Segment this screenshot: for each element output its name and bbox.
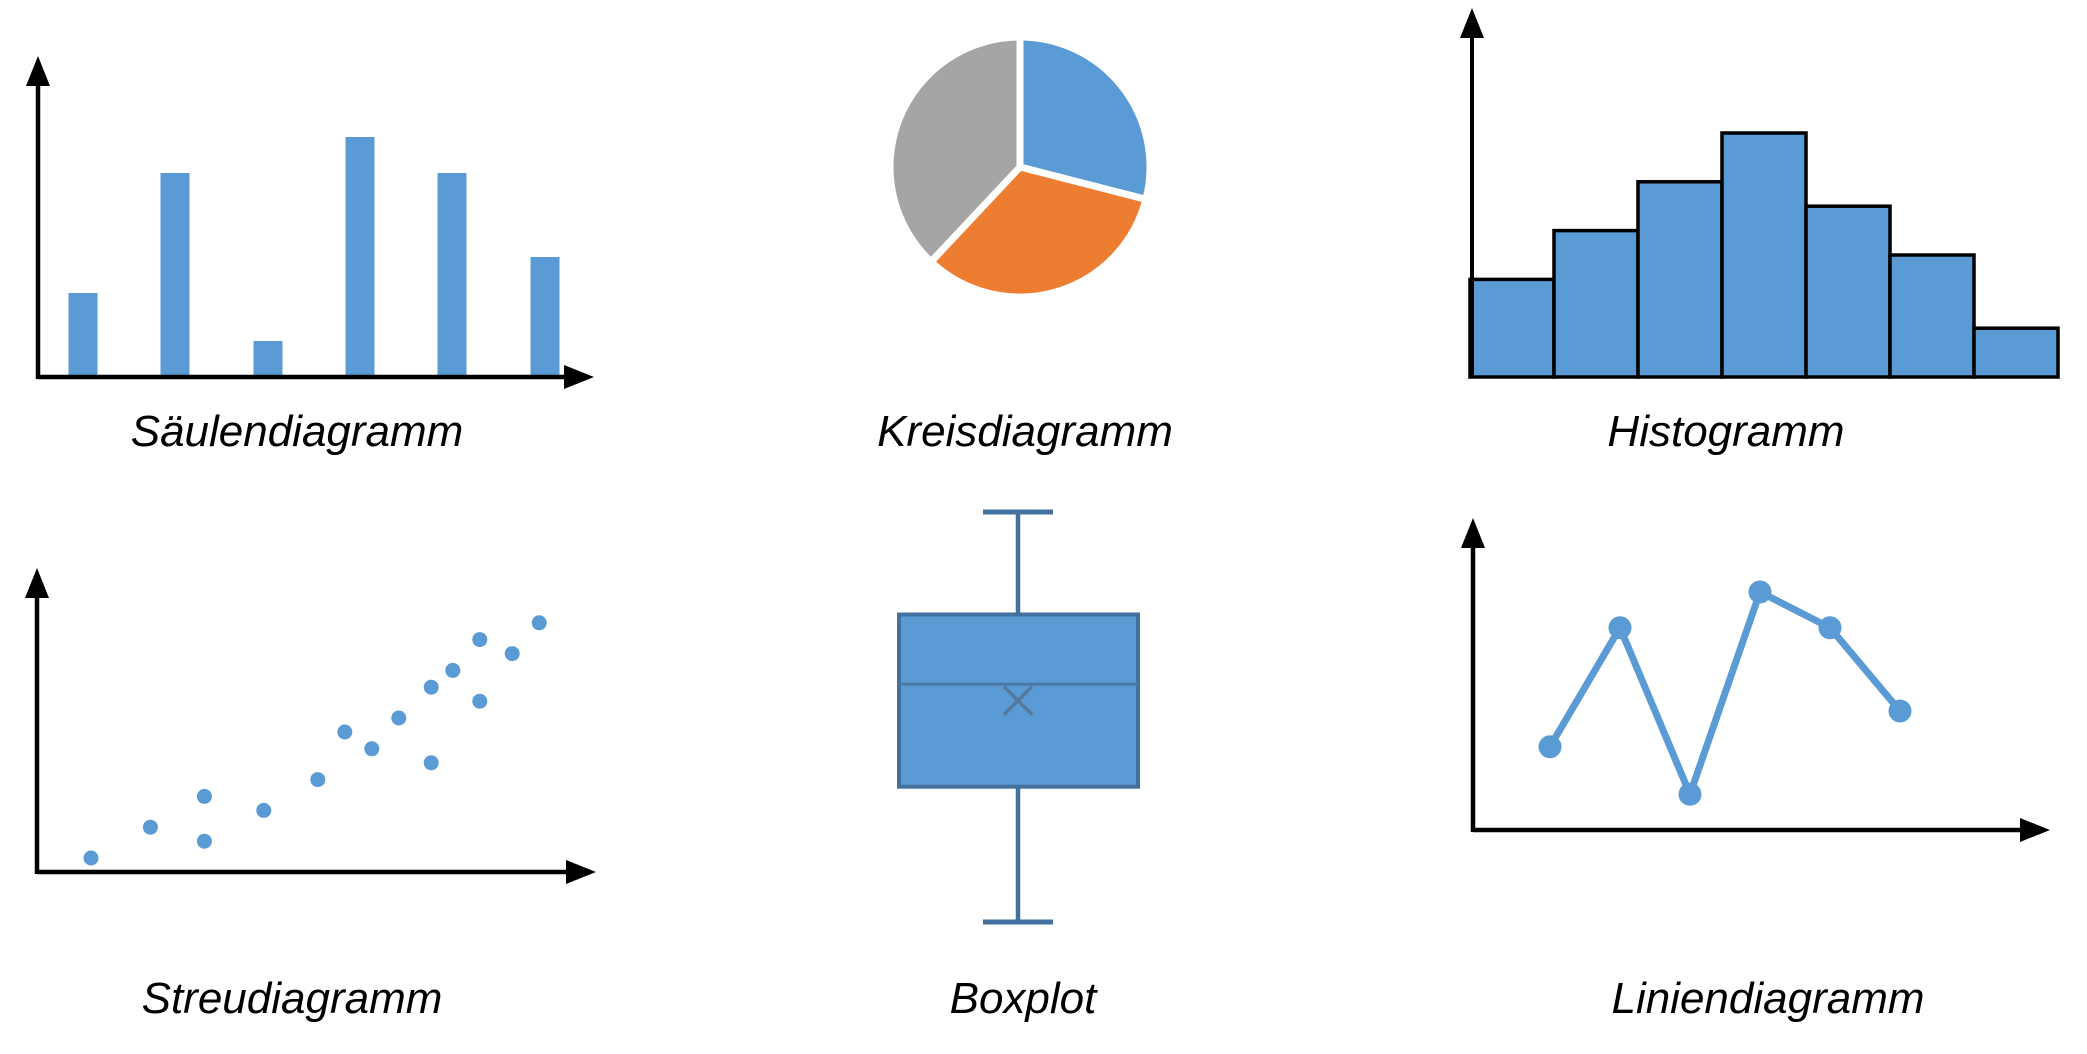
line-chart-label: Liniendiagramm <box>1611 974 1925 1023</box>
scatter-point-1 <box>142 819 158 835</box>
pie-slice-0 <box>1016 33 1154 204</box>
histogram-bin-4 <box>1804 204 1892 379</box>
bar-2 <box>253 341 283 377</box>
y-axis-arrowhead <box>1460 8 1484 38</box>
boxplot-label: Boxplot <box>949 974 1097 1023</box>
pie-chart-canvas <box>886 33 1154 301</box>
pie-chart-label: Kreisdiagramm <box>877 407 1173 456</box>
histogram-bin-1 <box>1552 228 1640 379</box>
histogram-bin-3 <box>1720 131 1808 379</box>
scatter-point-2 <box>196 833 212 849</box>
x-axis-arrowhead <box>566 860 596 884</box>
y-axis-arrowhead <box>1461 518 1485 548</box>
bar-4 <box>437 173 467 377</box>
scatter-point-14 <box>504 646 520 662</box>
line-marker-1 <box>1608 616 1632 640</box>
mean-x-marker <box>1002 685 1034 716</box>
histogram-canvas <box>1460 8 2060 379</box>
pie-chart-figure <box>870 17 1170 317</box>
scatter-plot-label: Streudiagramm <box>141 974 443 1023</box>
scatter-point-13 <box>472 632 488 648</box>
scatter-plot-figure <box>10 555 620 890</box>
scatter-point-11 <box>445 662 461 678</box>
histogram-figure <box>1460 0 2085 390</box>
bar-chart-label: Säulendiagramm <box>130 407 464 456</box>
bar-5 <box>530 257 560 377</box>
line-marker-2 <box>1678 782 1702 806</box>
bar-chart-canvas <box>26 56 594 389</box>
pie-slice-1 <box>926 163 1151 301</box>
boxplot-canvas <box>897 509 1140 925</box>
bar-0 <box>68 293 98 377</box>
bar-chart-figure <box>10 30 610 400</box>
pie-slice-2 <box>886 33 1024 267</box>
line-marker-5 <box>1888 699 1912 723</box>
scatter-plot-canvas <box>25 568 596 884</box>
bar-3 <box>345 137 375 377</box>
scatter-point-3 <box>196 788 212 804</box>
scatter-point-4 <box>256 802 272 818</box>
scatter-point-9 <box>423 755 439 771</box>
histogram-label: Histogramm <box>1607 407 1845 456</box>
line-marker-3 <box>1748 580 1772 604</box>
x-axis-arrowhead <box>564 365 594 389</box>
scatter-point-6 <box>337 724 353 740</box>
histogram-bin-6 <box>1972 326 2060 379</box>
scatter-point-8 <box>391 710 407 726</box>
boxplot-figure <box>860 495 1180 945</box>
scatter-point-7 <box>364 741 380 757</box>
line-marker-0 <box>1538 735 1562 759</box>
scatter-point-0 <box>83 850 99 866</box>
scatter-point-10 <box>423 679 439 695</box>
x-axis-arrowhead <box>2020 818 2050 842</box>
histogram-bin-5 <box>1888 253 1976 379</box>
scatter-point-15 <box>531 615 547 631</box>
y-axis-arrowhead <box>26 56 50 86</box>
scatter-point-5 <box>310 772 326 788</box>
y-axis-arrowhead <box>25 568 49 598</box>
histogram-bin-0 <box>1468 277 1556 379</box>
line-series <box>1546 588 1904 798</box>
line-chart-figure <box>1450 495 2080 855</box>
line-chart-canvas <box>1461 518 2050 842</box>
line-marker-4 <box>1818 616 1842 640</box>
bar-1 <box>160 173 190 377</box>
histogram-bin-2 <box>1636 180 1724 379</box>
scatter-point-12 <box>472 693 488 709</box>
